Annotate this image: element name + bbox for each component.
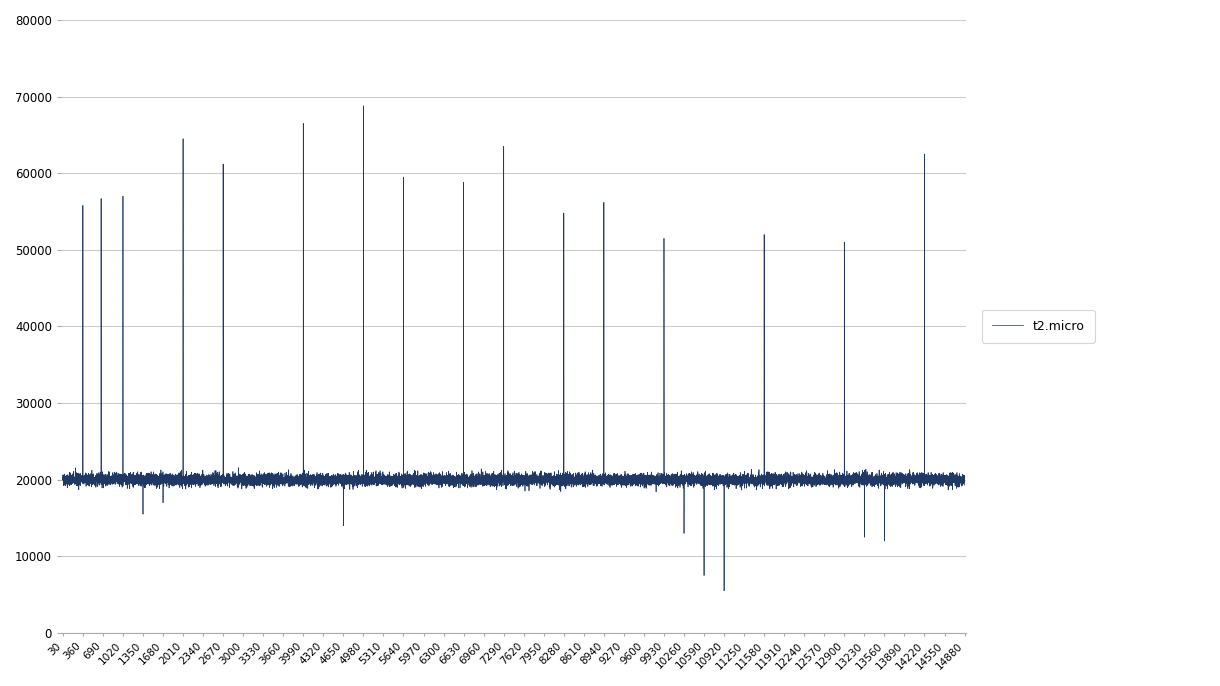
t2.micro bbox=[717, 587, 732, 595]
t2.micro bbox=[958, 481, 972, 489]
t2.micro bbox=[754, 477, 769, 486]
t2.micro bbox=[226, 478, 240, 486]
Legend: t2.micro: t2.micro bbox=[982, 310, 1094, 343]
Line: t2.micro: t2.micro bbox=[63, 106, 965, 591]
t2.micro bbox=[316, 478, 331, 486]
t2.micro bbox=[210, 469, 224, 477]
t2.micro bbox=[617, 475, 632, 483]
t2.micro bbox=[56, 474, 71, 482]
t2.micro bbox=[356, 102, 371, 110]
t2.micro bbox=[383, 480, 398, 488]
